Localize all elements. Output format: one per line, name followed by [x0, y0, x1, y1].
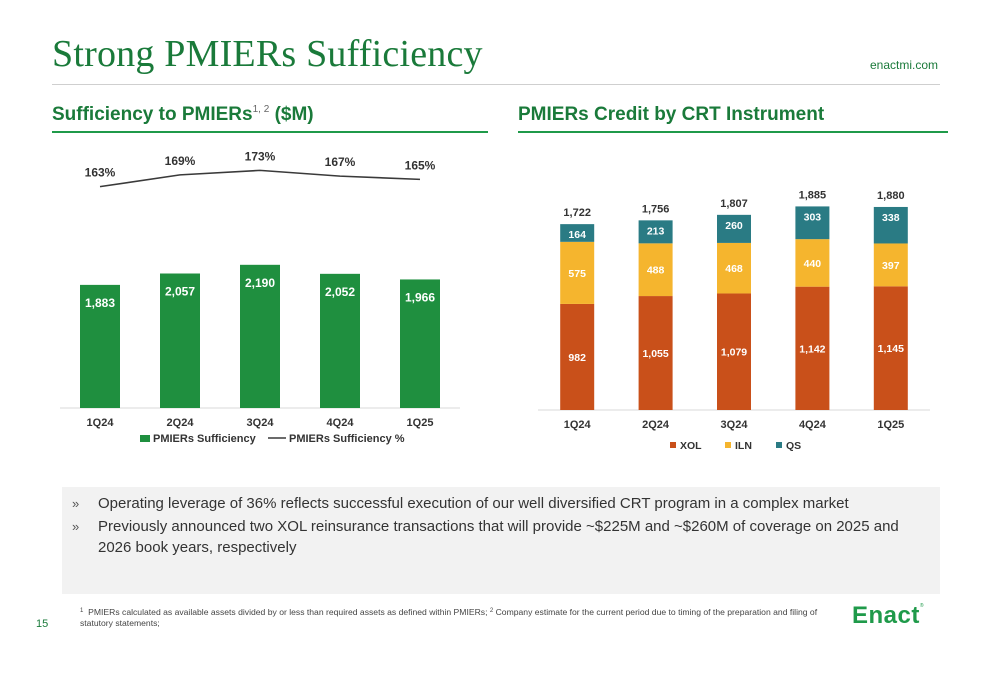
bar-value-label: 2,052	[325, 285, 355, 299]
segment-value-label: 397	[882, 260, 900, 272]
segment-value-label: 1,055	[642, 348, 668, 360]
bullet-item: » Operating leverage of 36% reflects suc…	[70, 493, 926, 514]
segment-value-label: 213	[647, 225, 665, 237]
stack-segment-iln	[638, 243, 673, 297]
line-value-label: 165%	[405, 158, 436, 172]
stack-segment-qs	[560, 224, 595, 242]
bullet-text: Operating leverage of 36% reflects succe…	[98, 495, 849, 512]
legend-label: PMIERs Sufficiency %	[289, 433, 405, 445]
bar-value-label: 2,057	[165, 285, 195, 299]
legend-label: QS	[786, 440, 801, 452]
line-value-label: 173%	[245, 150, 276, 163]
segment-value-label: 440	[804, 258, 822, 270]
legend-swatch-qs	[776, 442, 782, 448]
sufficiency-bar	[240, 264, 280, 408]
legend-swatch-bars	[140, 435, 150, 442]
bullets-panel: » Operating leverage of 36% reflects suc…	[62, 487, 940, 594]
sufficiency-bar	[400, 279, 440, 408]
page-number: 15	[36, 618, 49, 630]
footnote-text-2: Company estimate for the current period …	[80, 607, 818, 628]
site-url[interactable]: enactmi.com	[869, 58, 938, 72]
right-section-rule	[518, 131, 948, 133]
x-tick-label: 1Q24	[87, 417, 115, 429]
x-tick-label: 1Q25	[877, 419, 904, 431]
total-value-label: 1,722	[563, 207, 591, 219]
legend-label: PMIERs Sufficiency	[153, 433, 257, 445]
total-value-label: 1,880	[877, 190, 905, 202]
stack-segment-qs	[638, 220, 673, 244]
segment-value-label: 303	[804, 211, 822, 223]
legend-swatch-xol	[670, 442, 676, 448]
footnote-sup-2: 2	[489, 608, 494, 614]
left-heading-suffix: ($M)	[269, 104, 314, 125]
title-divider	[52, 84, 940, 85]
page-title: Strong PMIERs Sufficiency	[52, 33, 483, 75]
left-section-heading: Sufficiency to PMIERs1, 2 ($M)	[52, 104, 314, 126]
sufficiency-bar	[320, 273, 360, 408]
stack-segment-xol	[717, 293, 751, 410]
sufficiency-pct-line	[99, 169, 421, 188]
line-value-label: 163%	[85, 166, 116, 180]
bullet-marker: »	[72, 519, 80, 534]
bar-value-label: 2,190	[245, 276, 275, 290]
total-value-label: 1,807	[720, 198, 748, 210]
x-tick-label: 2Q24	[642, 419, 670, 431]
line-value-label: 167%	[325, 155, 356, 169]
stack-segment-xol	[873, 286, 908, 410]
legend-label: ILN	[735, 440, 752, 452]
left-section-rule	[52, 131, 488, 133]
x-tick-label: 4Q24	[327, 417, 355, 429]
stack-segment-iln	[873, 243, 908, 287]
x-tick-label: 3Q24	[721, 419, 749, 431]
enact-logo: Enact®	[852, 602, 924, 630]
bar-value-label: 1,966	[405, 290, 435, 304]
stack-segment-iln	[717, 242, 751, 294]
segment-value-label: 260	[725, 220, 743, 232]
stack-segment-xol	[560, 303, 595, 410]
logo-registered-mark: ®	[919, 603, 925, 609]
x-tick-label: 4Q24	[799, 419, 827, 431]
stack-segment-iln	[795, 239, 830, 287]
total-value-label: 1,756	[642, 203, 670, 215]
segment-value-label: 488	[647, 265, 665, 277]
stack-segment-qs	[717, 214, 751, 243]
x-tick-label: 1Q24	[564, 419, 592, 431]
sufficiency-bar	[80, 284, 120, 408]
bar-value-label: 1,883	[85, 296, 115, 310]
stack-segment-xol	[795, 286, 830, 410]
left-heading-sup: 1, 2	[252, 104, 270, 115]
segment-value-label: 164	[568, 229, 586, 241]
right-section-heading: PMIERs Credit by CRT Instrument	[518, 104, 825, 125]
logo-text: Enact	[852, 602, 920, 629]
left-heading-text: Sufficiency to PMIERs	[52, 104, 253, 125]
bullet-marker: »	[72, 496, 80, 511]
segment-value-label: 982	[568, 352, 586, 364]
footnote: 1 PMIERs calculated as available assets …	[80, 606, 820, 629]
stack-segment-iln	[560, 241, 595, 304]
stack-segment-qs	[795, 206, 830, 240]
segment-value-label: 338	[882, 212, 900, 224]
line-value-label: 169%	[165, 154, 196, 168]
segment-value-label: 575	[568, 268, 586, 280]
legend-swatch-iln	[725, 442, 731, 448]
segment-value-label: 468	[725, 263, 743, 275]
x-tick-label: 2Q24	[167, 417, 195, 429]
total-value-label: 1,885	[799, 189, 827, 201]
x-tick-label: 3Q24	[247, 417, 275, 429]
stack-segment-xol	[638, 296, 673, 410]
sufficiency-chart: 1,883 1Q24 2,057 2Q24 2,190 3Q24 2,052 4Q24 1,96…	[60, 150, 460, 445]
footnote-sup-1: 1	[80, 608, 84, 614]
segment-value-label: 1,145	[878, 343, 904, 355]
segment-value-label: 1,142	[799, 343, 825, 355]
sufficiency-bar	[160, 273, 200, 408]
x-tick-label: 1Q25	[407, 417, 434, 429]
segment-value-label: 1,079	[721, 347, 747, 359]
footnote-text-1: PMIERs calculated as available assets di…	[88, 607, 488, 617]
bullet-text: Previously announced two XOL reinsurance…	[98, 518, 899, 556]
legend-label: XOL	[680, 440, 702, 452]
bullet-item: » Previously announced two XOL reinsuran…	[70, 516, 926, 558]
crt-credit-chart: 982 575 164 1,722 1Q24 1,055 488 213 1,756 2Q24 1,…	[538, 189, 930, 452]
stack-segment-qs	[873, 206, 908, 244]
